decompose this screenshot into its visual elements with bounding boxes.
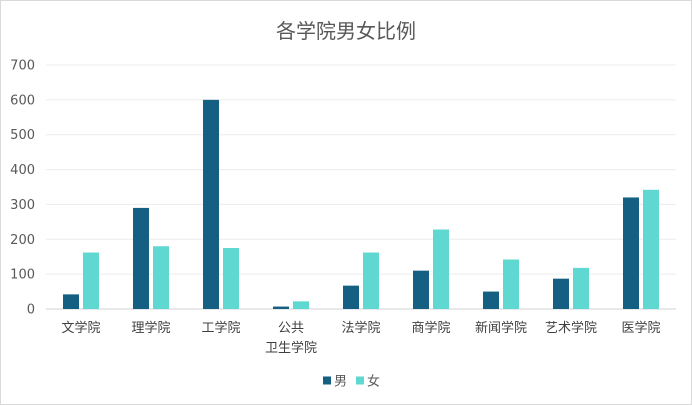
- bar-female: [153, 246, 169, 309]
- y-tick-label: 400: [10, 163, 35, 178]
- x-tick-label: 艺术学院: [545, 320, 597, 336]
- bar-male: [343, 285, 359, 309]
- bar-male: [623, 197, 639, 309]
- legend-label: 男: [334, 375, 347, 390]
- bar-female: [83, 252, 99, 309]
- bar-male: [133, 207, 149, 309]
- y-tick-label: 0: [27, 303, 35, 318]
- bar-male: [413, 270, 429, 309]
- bar-female: [573, 267, 589, 309]
- x-tick-label: 商学院: [411, 320, 450, 336]
- bar-female: [293, 301, 309, 309]
- bar-female: [503, 259, 519, 309]
- legend-swatch-male: [323, 376, 331, 385]
- bar-male: [203, 99, 219, 309]
- bar-female: [223, 248, 239, 309]
- y-tick-label: 300: [10, 198, 35, 213]
- x-tick-label: 文学院: [61, 320, 100, 336]
- y-tick-label: 600: [10, 93, 35, 108]
- x-tick-label: 法学院: [341, 320, 380, 336]
- chart-title: 各学院男女比例: [276, 19, 416, 43]
- y-tick-label: 700: [10, 59, 35, 74]
- x-tick-label: 卫生学院: [265, 340, 317, 356]
- y-tick-label: 200: [10, 233, 35, 248]
- bar-male: [273, 306, 289, 309]
- x-tick-label: 新闻学院: [475, 320, 527, 336]
- x-tick-label: 工学院: [201, 320, 240, 336]
- x-tick-label: 公共: [278, 321, 304, 336]
- bar-male: [553, 278, 569, 309]
- y-tick-label: 500: [10, 128, 35, 143]
- bar-female: [643, 189, 659, 309]
- bar-male: [483, 291, 499, 309]
- bar-female: [363, 252, 379, 309]
- y-tick-label: 100: [10, 268, 35, 283]
- bar-male: [63, 294, 79, 309]
- x-tick-label: 医学院: [621, 320, 660, 336]
- x-tick-label: 理学院: [131, 320, 170, 336]
- legend-label: 女: [367, 374, 380, 390]
- bar-female: [433, 229, 449, 309]
- legend-swatch-female: [356, 376, 364, 385]
